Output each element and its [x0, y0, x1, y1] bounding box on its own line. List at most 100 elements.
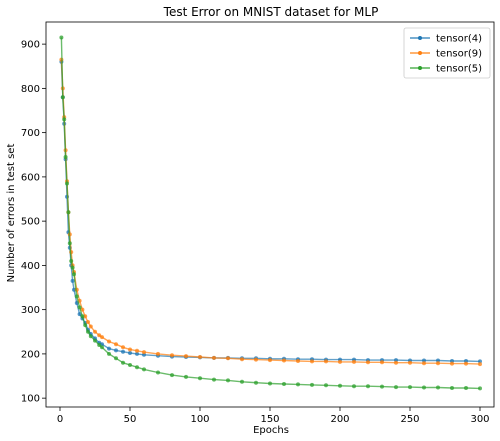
- series-2-point: [254, 357, 258, 362]
- series-3-point: [67, 241, 72, 246]
- series-3-point: [296, 382, 300, 387]
- series-3-point: [83, 323, 88, 328]
- series-3-point: [436, 385, 440, 390]
- series-3-point: [212, 377, 216, 382]
- series-2-point: [88, 324, 93, 329]
- y-tick-label: 400: [21, 261, 40, 272]
- series-3-point: [226, 378, 230, 383]
- series-3-point: [62, 117, 67, 122]
- y-tick-label: 100: [21, 394, 40, 405]
- series-3-point: [366, 384, 370, 389]
- series-2-point: [282, 358, 286, 363]
- series-2-point: [380, 360, 384, 365]
- y-tick-label: 800: [21, 84, 40, 95]
- legend-swatch-marker: [418, 66, 422, 70]
- series-3-point: [408, 385, 412, 390]
- series-2-point: [184, 354, 188, 359]
- series-2-point: [464, 361, 468, 366]
- series-3-point: [198, 376, 202, 381]
- series-3-point: [65, 181, 69, 186]
- series-3-point: [135, 365, 139, 370]
- series-2-point: [128, 347, 132, 352]
- legend-label: tensor(4): [436, 34, 482, 45]
- series-3-point: [80, 314, 85, 319]
- x-tick-label: 200: [330, 414, 349, 425]
- series-3-point: [338, 383, 342, 388]
- axes: 0 50 100 150 200 250 300 100 200 300 400 500 600 700 8…: [21, 21, 495, 425]
- legend: tensor(4) tensor(9) tensor(5): [403, 27, 491, 79]
- series-2-point: [121, 345, 125, 350]
- series-1-point: [72, 287, 76, 292]
- series-2-point: [324, 359, 328, 364]
- series-3-point: [59, 35, 64, 40]
- series-2-point: [107, 339, 111, 344]
- series-2-point: [226, 356, 230, 361]
- series-2-point: [338, 359, 342, 364]
- x-tick-label: 150: [260, 414, 279, 425]
- series-2-point: [310, 359, 314, 364]
- series-3-point: [464, 386, 468, 390]
- series-3-point: [324, 383, 328, 388]
- series-line-3: [60, 37, 481, 390]
- series-2-point: [212, 355, 216, 360]
- series-2-point: [366, 360, 370, 365]
- x-tick-label: 250: [400, 414, 419, 425]
- series-2-point: [352, 359, 356, 364]
- series-3-point: [97, 343, 102, 347]
- x-tick-label: 0: [57, 414, 63, 425]
- series-1-point: [114, 348, 118, 353]
- series-3-point: [156, 370, 160, 375]
- series-2-point: [83, 314, 88, 319]
- series-1-point: [107, 346, 111, 351]
- series-3-point: [107, 351, 111, 356]
- x-tick-label: 50: [124, 414, 137, 425]
- series-3-point: [74, 294, 79, 299]
- series-3-point: [77, 305, 82, 310]
- legend-swatch-marker: [418, 36, 422, 40]
- series-2-point: [135, 348, 139, 353]
- legend-box: [403, 27, 491, 79]
- y-tick-label: 500: [21, 217, 40, 228]
- series-2-point: [114, 342, 118, 347]
- series-2-point: [268, 358, 272, 363]
- series-3-point: [422, 385, 426, 390]
- x-tick-label: 300: [470, 414, 489, 425]
- series-3-point: [128, 363, 132, 367]
- series-3-point: [394, 385, 398, 390]
- series-2-point: [142, 350, 146, 355]
- legend-label: tensor(5): [436, 64, 482, 75]
- series-2-point: [394, 360, 398, 365]
- series-2-point: [100, 335, 104, 340]
- x-tick-label: 100: [190, 414, 209, 425]
- chart-title: Test Error on MNIST dataset for MLP: [163, 5, 379, 19]
- series-3-point: [282, 382, 286, 386]
- series-2-point: [93, 329, 97, 334]
- series-3-point: [88, 334, 93, 339]
- series-3-point: [380, 384, 384, 389]
- series-2-point: [422, 361, 426, 366]
- series-line-2: [60, 59, 481, 365]
- y-tick-label: 900: [21, 40, 40, 51]
- series-3-point: [114, 356, 118, 361]
- series-2-point: [240, 357, 244, 362]
- series-3-point: [63, 155, 68, 159]
- series-2-point: [296, 359, 300, 363]
- series-1-point: [77, 312, 82, 317]
- series-3-point: [240, 379, 244, 384]
- series-3-point: [100, 345, 104, 350]
- y-axis-label: Number of errors in test set: [6, 144, 17, 283]
- series-2-point: [170, 353, 174, 358]
- y-tick-label: 200: [21, 349, 40, 360]
- series-line-1: [60, 61, 481, 363]
- series-2-point: [408, 360, 412, 365]
- series-3-point: [352, 384, 356, 389]
- x-axis-label: Epochs: [253, 425, 289, 436]
- series-3-point: [142, 367, 146, 372]
- legend-swatch-marker: [418, 51, 422, 55]
- legend-label: tensor(9): [436, 49, 482, 60]
- series-3-point: [478, 386, 482, 391]
- series-3-point: [93, 338, 97, 343]
- series-3-point: [170, 373, 174, 378]
- series-2-point: [436, 361, 440, 366]
